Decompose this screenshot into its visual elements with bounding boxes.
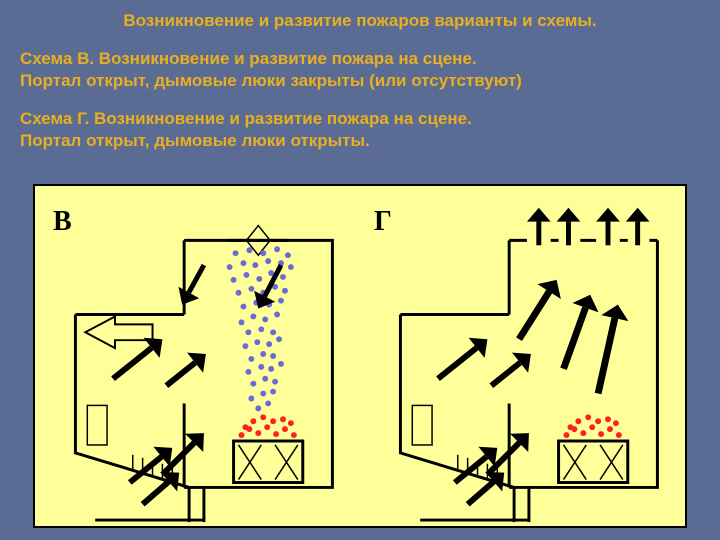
scheme-b-line2: Портал открыт, дымовые люки закрыты (или… [20,70,700,92]
scheme-b-description: Схема В. Возникновение и развитие пожара… [0,44,720,96]
fire-icon [239,414,297,438]
diagram-panel: В [33,184,687,528]
smoke-column [227,246,294,411]
scheme-g-line1: Схема Г. Возникновение и развитие пожара… [20,108,700,130]
flow-arrows-g [438,208,650,505]
page-title: Возникновение и развитие пожаров вариант… [0,0,720,36]
diagram-g: Г [360,186,685,526]
scheme-g-description: Схема Г. Возникновение и развитие пожара… [0,104,720,156]
scheme-g-line2: Портал открыт, дымовые люки открыты. [20,130,700,152]
outflow-arrow [85,316,152,348]
fire-icon [564,414,622,438]
scheme-b-line1: Схема В. Возникновение и развитие пожара… [20,48,700,70]
diagram-b: В [35,186,360,526]
diagram-b-svg [35,186,360,526]
diagram-g-svg [360,186,685,526]
